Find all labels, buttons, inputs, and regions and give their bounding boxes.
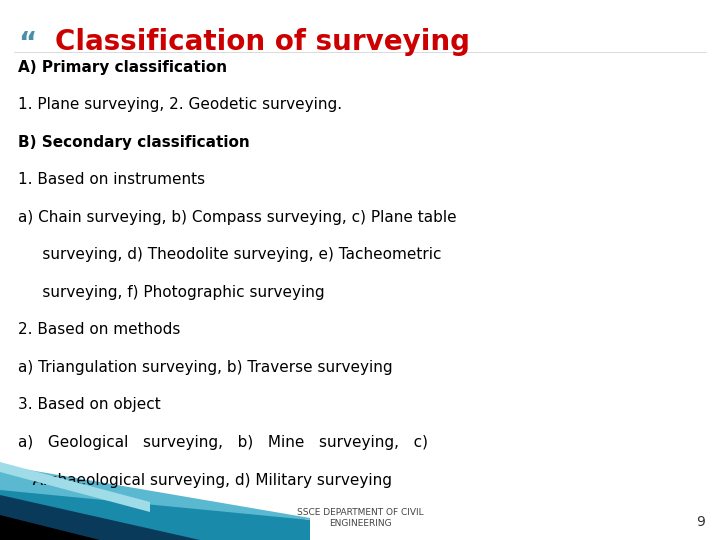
Polygon shape (0, 515, 100, 540)
Text: surveying, f) Photographic surveying: surveying, f) Photographic surveying (18, 285, 325, 300)
Polygon shape (0, 495, 200, 540)
Text: Archaeological surveying, d) Military surveying: Archaeological surveying, d) Military su… (18, 472, 392, 488)
Text: B) Secondary classification: B) Secondary classification (18, 135, 250, 150)
Polygon shape (0, 465, 310, 520)
Text: 2. Based on methods: 2. Based on methods (18, 322, 181, 338)
Polygon shape (0, 470, 310, 540)
Text: “: “ (18, 30, 36, 58)
Text: A) Primary classification: A) Primary classification (18, 60, 227, 75)
Text: 1. Based on instruments: 1. Based on instruments (18, 172, 205, 187)
Text: SSCE DEPARTMENT OF CIVIL
ENGINEERING: SSCE DEPARTMENT OF CIVIL ENGINEERING (297, 508, 423, 528)
Text: surveying, d) Theodolite surveying, e) Tacheometric: surveying, d) Theodolite surveying, e) T… (18, 247, 441, 262)
Text: 9: 9 (696, 515, 705, 529)
Text: 1. Plane surveying, 2. Geodetic surveying.: 1. Plane surveying, 2. Geodetic surveyin… (18, 98, 342, 112)
Text: a)   Geological   surveying,   b)   Mine   surveying,   c): a) Geological surveying, b) Mine surveyi… (18, 435, 428, 450)
Polygon shape (0, 462, 150, 512)
Text: a) Triangulation surveying, b) Traverse surveying: a) Triangulation surveying, b) Traverse … (18, 360, 392, 375)
Text: Classification of surveying: Classification of surveying (55, 28, 470, 56)
Text: a) Chain surveying, b) Compass surveying, c) Plane table: a) Chain surveying, b) Compass surveying… (18, 210, 456, 225)
Text: 3. Based on object: 3. Based on object (18, 397, 161, 413)
